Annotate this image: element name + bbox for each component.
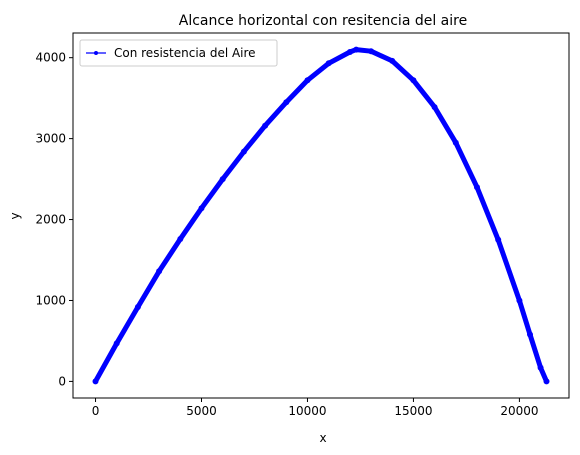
legend-box xyxy=(79,39,278,67)
legend-marker-swatch xyxy=(94,51,98,55)
chart-title: Alcance horizontal con resitencia del ai… xyxy=(179,13,467,29)
data-point xyxy=(92,378,99,385)
y-tick-label: 4000 xyxy=(35,51,66,65)
y-tick-label: 3000 xyxy=(35,132,66,146)
data-point xyxy=(353,46,360,53)
data-point xyxy=(368,48,374,55)
data-point xyxy=(219,176,226,183)
data-point xyxy=(346,49,353,55)
y-axis-label: y xyxy=(8,212,22,219)
data-point xyxy=(495,236,502,243)
data-point xyxy=(543,378,550,385)
data-point xyxy=(177,236,184,242)
plot-area xyxy=(92,46,550,385)
data-point xyxy=(389,57,396,64)
data-point xyxy=(304,77,311,84)
data-point xyxy=(283,99,290,106)
y-tick-label: 1000 xyxy=(35,293,66,307)
data-point xyxy=(156,268,163,275)
data-point xyxy=(516,297,523,304)
x-axis-label: x xyxy=(319,431,326,445)
x-tick-label: 5000 xyxy=(186,404,217,418)
data-point xyxy=(240,148,247,155)
y-tick-label: 2000 xyxy=(35,213,66,227)
data-point xyxy=(198,205,205,212)
data-point xyxy=(325,60,332,67)
data-point xyxy=(537,364,544,371)
y-axis-ticks: 0 1000 2000 3000 4000 xyxy=(35,51,73,388)
x-axis-ticks: 0 5000 10000 15000 20000 xyxy=(92,398,539,418)
data-point xyxy=(410,77,417,84)
data-point xyxy=(474,184,480,191)
x-tick-label: 15000 xyxy=(394,404,432,418)
legend: Con resistencia del Aire xyxy=(79,39,278,67)
axes-frame xyxy=(72,32,570,399)
x-tick-label: 10000 xyxy=(288,404,326,418)
data-point xyxy=(113,340,120,347)
x-tick-label: 0 xyxy=(92,404,100,418)
legend-label: Con resistencia del Aire xyxy=(114,46,256,60)
data-point xyxy=(134,304,141,310)
data-point xyxy=(262,122,269,129)
x-tick-label: 20000 xyxy=(500,404,538,418)
data-point xyxy=(431,104,438,111)
y-tick-label: 0 xyxy=(58,374,66,388)
data-point xyxy=(452,139,459,146)
data-point xyxy=(527,331,533,338)
